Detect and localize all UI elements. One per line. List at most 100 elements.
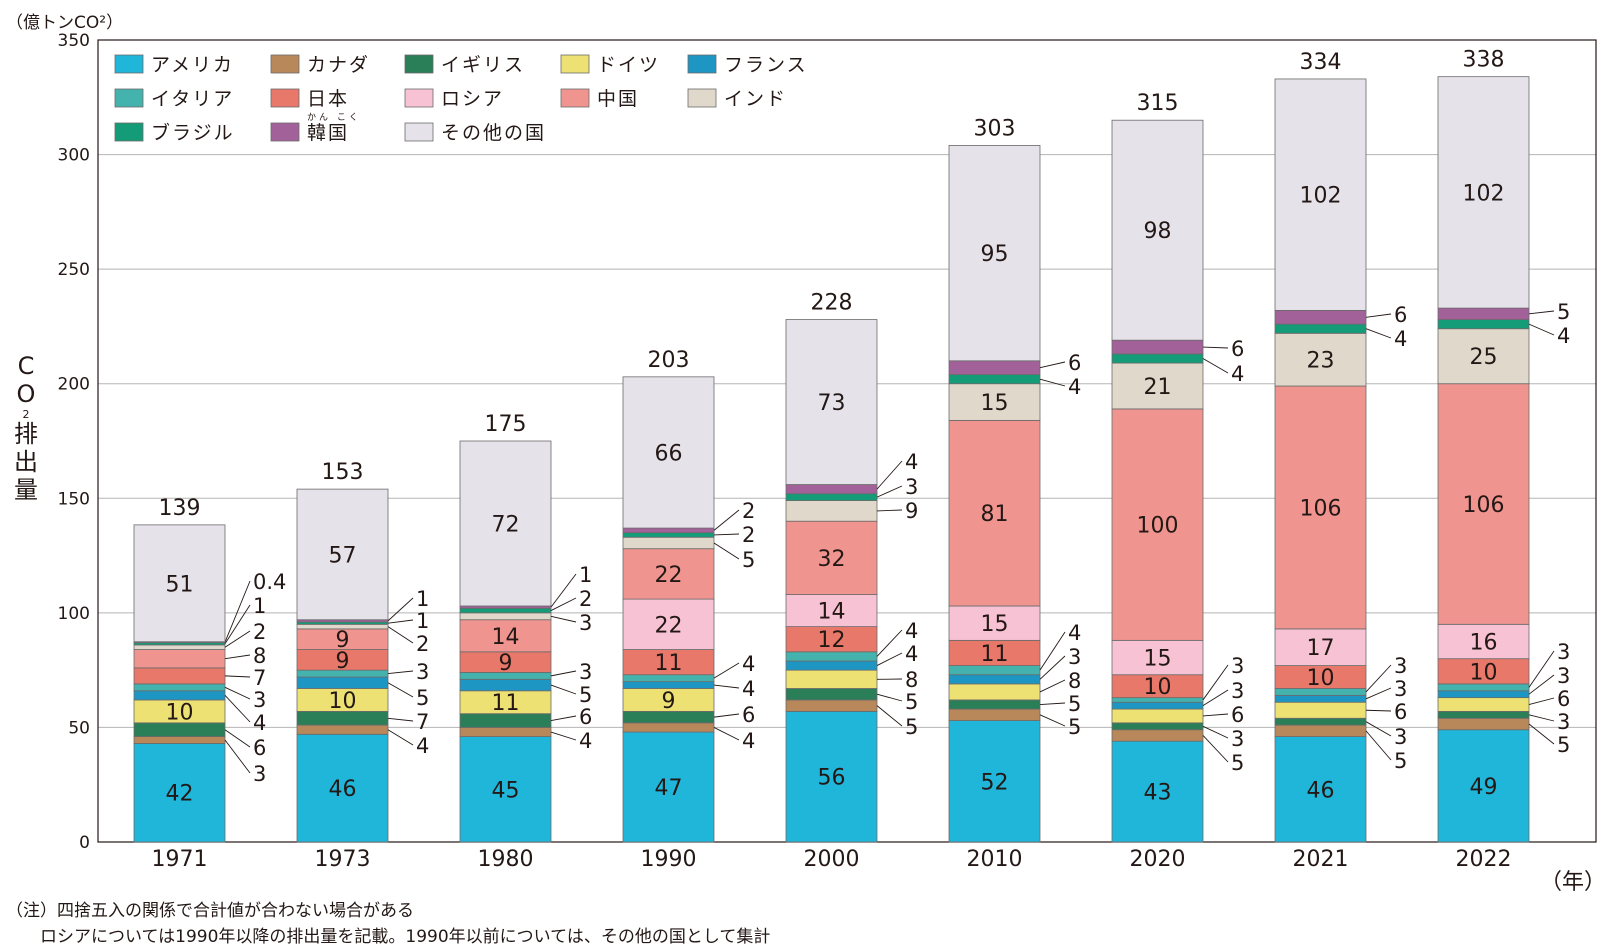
data-label-2010-ru: 15 (981, 612, 1009, 637)
data-label-2010-us: 52 (981, 770, 1009, 795)
leader-line-2021-br (1365, 328, 1392, 339)
data-label-1990-de: 9 (662, 689, 676, 714)
x-tick-label-2020: 2020 (1130, 847, 1186, 872)
bar-segment-2000-kr (785, 484, 878, 495)
data-label-2022-jp: 10 (1470, 660, 1498, 685)
legend-label-cn: 中国 (597, 88, 639, 110)
data-label-2010-br: 4 (1068, 375, 1081, 399)
leader-line-2020-br (1202, 358, 1229, 374)
data-label-2022-fr: 3 (1557, 664, 1570, 688)
bar-segment-2010-ca (948, 708, 1041, 721)
y-tick-label-200: 200 (58, 375, 90, 395)
bar-segment-2020-br (1111, 353, 1204, 364)
data-label-1980-us: 45 (492, 778, 520, 803)
data-label-1971-uk: 6 (253, 736, 266, 760)
data-label-2020-fr: 3 (1231, 679, 1244, 703)
data-label-1990-uk: 6 (742, 703, 755, 727)
legend-swatch-cn (560, 88, 590, 108)
leader-line-2000-in (876, 509, 903, 512)
bar-segment-2022-ca (1437, 717, 1530, 731)
y-tick-label-0: 0 (79, 833, 90, 853)
legend-swatch-ca (270, 54, 300, 74)
bar-segment-1990-in (622, 536, 715, 550)
data-label-2020-it: 3 (1231, 654, 1244, 678)
data-label-2022-cn: 106 (1463, 493, 1505, 518)
data-label-1971-other: 51 (166, 572, 194, 597)
y-tick-label-300: 300 (58, 146, 90, 166)
bar-segment-2010-de (948, 683, 1041, 701)
leader-line-2022-kr (1528, 310, 1555, 315)
y-tick-label-250: 250 (58, 260, 90, 280)
data-label-1971-de: 10 (166, 700, 194, 725)
leader-line-1980-br (550, 597, 577, 611)
note-line-2: ロシアについては1990年以降の排出量を記載。1990年以前については、その他の… (40, 927, 771, 947)
legend-label-kr: 韓国 (307, 122, 349, 144)
bar-segment-1980-fr (459, 678, 552, 692)
y-tick-label-100: 100 (58, 604, 90, 624)
x-tick-label-2010: 2010 (967, 847, 1023, 872)
leader-line-2022-it (1528, 650, 1555, 688)
data-label-2022-br: 4 (1557, 324, 1570, 348)
leader-line-1971-ca (224, 739, 251, 774)
leader-line-1971-jp (224, 675, 251, 678)
data-label-1971-it: 3 (253, 688, 266, 712)
leader-line-1980-fr (550, 684, 577, 695)
data-label-2020-in: 21 (1144, 375, 1172, 400)
data-label-1990-br: 2 (742, 523, 755, 547)
data-label-1980-cn: 14 (492, 625, 520, 650)
leader-line-2022-uk (1528, 714, 1555, 722)
legend-label-br: ブラジル (151, 121, 235, 144)
data-label-2022-de: 6 (1557, 687, 1570, 711)
data-label-2021-fr: 3 (1394, 677, 1407, 701)
data-label-2010-kr: 6 (1068, 351, 1081, 375)
leader-line-2022-ca (1528, 723, 1555, 745)
data-label-1973-other: 57 (329, 543, 357, 568)
data-label-1971-ca: 3 (253, 762, 266, 786)
data-label-2000-other: 73 (818, 391, 846, 416)
bar-segment-1971-cn (133, 649, 226, 669)
data-label-1971-br: 1 (253, 594, 266, 618)
data-label-2022-it: 3 (1557, 640, 1570, 664)
legend-swatch-uk (404, 54, 434, 74)
data-label-2000-in: 9 (905, 499, 918, 523)
x-tick-label-2000: 2000 (804, 847, 860, 872)
legend-label-other: その他の国 (441, 122, 546, 144)
data-label-1973-ca: 4 (416, 734, 429, 758)
bar-segment-1973-ca (296, 724, 389, 735)
leader-line-2010-de (1039, 679, 1066, 693)
data-label-1990-ru: 22 (655, 613, 683, 638)
leader-line-2000-it (876, 629, 903, 657)
legend-swatch-br (114, 122, 144, 142)
bar-segment-2022-us (1437, 729, 1530, 843)
leader-line-2000-fr (876, 652, 903, 666)
bar-segment-1990-fr (622, 681, 715, 689)
legend-label-de: ドイツ (597, 54, 660, 76)
leader-line-2020-ca (1202, 735, 1229, 763)
data-label-2010-other: 95 (981, 242, 1009, 267)
bar-segment-1990-other (622, 376, 715, 529)
bar-segment-1971-it (133, 683, 226, 692)
leader-line-1980-ca (550, 731, 577, 741)
data-label-2021-de: 6 (1394, 700, 1407, 724)
y-axis-title-subscript: 2 (22, 407, 30, 421)
data-label-1990-ca: 4 (742, 729, 755, 753)
bar-segment-2010-kr (948, 360, 1041, 375)
bar-segment-1973-other (296, 488, 389, 621)
legend-ruby-kr: かん こく (307, 112, 361, 123)
total-label-1990: 203 (648, 348, 690, 373)
bar-segment-2022-br (1437, 319, 1530, 330)
data-label-1980-ca: 4 (579, 729, 592, 753)
data-label-2010-uk: 5 (1068, 692, 1081, 716)
leader-line-1990-it (713, 662, 740, 679)
data-label-1973-br: 1 (416, 609, 429, 633)
bar-segment-2021-us (1274, 736, 1367, 843)
bar-segment-2020-fr (1111, 701, 1204, 710)
bar-segment-2000-ca (785, 699, 878, 712)
bar-segment-2010-in (948, 383, 1041, 421)
bar-segment-2000-uk (785, 688, 878, 701)
bar-segment-2010-cn (948, 419, 1041, 607)
data-label-2022-ru: 16 (1470, 631, 1498, 656)
leader-line-1971-in (224, 630, 251, 648)
leader-line-1990-uk (713, 713, 740, 718)
leader-line-2021-uk (1365, 721, 1392, 737)
